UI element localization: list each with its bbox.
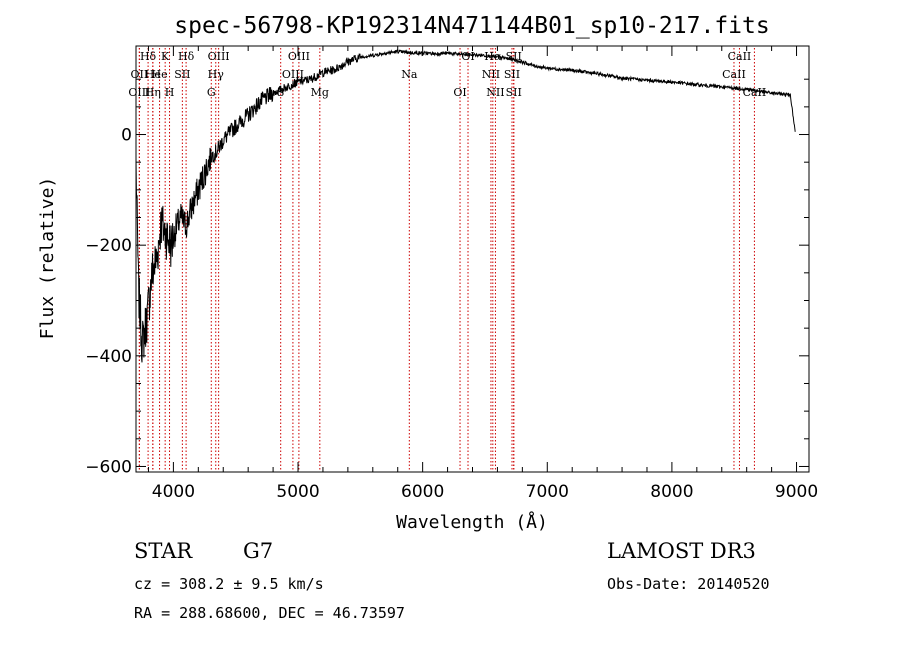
x-axis-ticks: 4000 5000 6000 7000 8000 9000 <box>147 46 818 502</box>
line-marker-label: SII <box>504 68 520 81</box>
chart-title: spec-56798-KP192314N471144B01_sp10-217.f… <box>174 13 769 39</box>
line-marker-label: OIII <box>208 50 230 63</box>
coordinates-readout: RA = 288.68600, DEC = 46.73597 <box>134 604 405 622</box>
line-marker-label: Hδ <box>140 50 157 63</box>
line-marker-label: OII <box>131 68 149 81</box>
object-type: STAR <box>134 539 193 563</box>
line-marker-label: Mg <box>311 86 329 99</box>
y-axis-label: Flux (relative) <box>37 177 58 340</box>
x-tick-label: 8000 <box>650 482 693 502</box>
redshift-readout: cz = 308.2 ± 9.5 km/s <box>134 575 324 593</box>
y-tick-label: −200 <box>85 236 132 256</box>
x-tick-label: 4000 <box>152 482 195 502</box>
observation-date: Obs-Date: 20140520 <box>607 575 770 593</box>
spectrum-chart: spec-56798-KP192314N471144B01_sp10-217.f… <box>37 13 818 533</box>
x-tick-label: 6000 <box>401 482 444 502</box>
line-marker-label: SII <box>174 68 190 81</box>
y-tick-label: 0 <box>121 126 132 146</box>
spectrum-line <box>135 48 796 363</box>
x-tick-label: 9000 <box>775 482 818 502</box>
y-tick-label: −400 <box>85 347 132 367</box>
line-marker-label: He <box>145 68 161 81</box>
line-marker-label: H <box>165 86 175 99</box>
line-marker-label: NII <box>482 68 500 81</box>
line-marker-label: Hη <box>145 86 161 99</box>
line-marker-label: NII <box>486 86 504 99</box>
line-marker-label: K <box>161 50 170 63</box>
line-marker-label: CaII <box>728 50 752 63</box>
line-marker-label: Na <box>401 68 418 81</box>
line-marker-label: OI <box>453 86 466 99</box>
line-marker-group <box>138 48 755 472</box>
survey-name: LAMOST DR3 <box>607 539 756 563</box>
spectral-subclass: G7 <box>243 539 274 563</box>
line-marker-label: Hδ <box>178 50 195 63</box>
line-marker-label: OIII <box>128 86 150 99</box>
line-marker-label: OIII <box>288 50 310 63</box>
line-marker-label: SII <box>506 50 522 63</box>
line-marker-label: SII <box>506 86 522 99</box>
line-marker-label: Hγ <box>208 68 225 81</box>
x-axis-label: Wavelength (Å) <box>396 511 548 533</box>
line-marker-label: CaII <box>722 68 746 81</box>
x-tick-label: 5000 <box>276 482 319 502</box>
plot-frame <box>135 45 810 473</box>
y-axis-ticks: −600 −400 −200 0 <box>85 78 809 477</box>
line-marker-label: G <box>207 86 216 99</box>
line-marker-label: He <box>152 68 168 81</box>
x-tick-label: 7000 <box>526 482 569 502</box>
y-tick-label: −600 <box>85 457 132 477</box>
line-marker-label: OIII <box>282 68 304 81</box>
line-marker-label: OI <box>461 50 474 63</box>
